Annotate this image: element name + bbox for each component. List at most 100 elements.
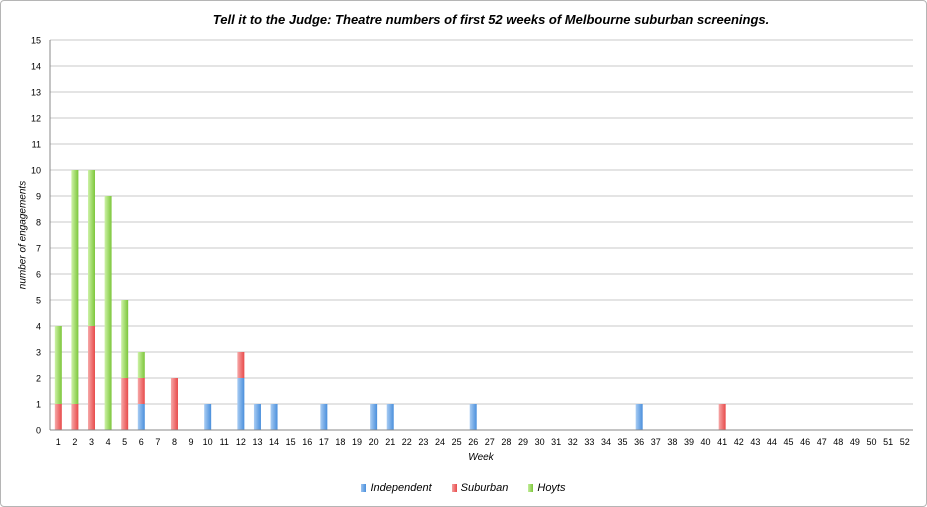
bar-suburban-week-5 (121, 378, 129, 430)
x-tick-label: 27 (485, 437, 495, 447)
bar-hoyts-week-1 (54, 326, 62, 404)
bar-suburban-week-2 (71, 404, 79, 430)
y-tick-label: 15 (31, 36, 41, 46)
bar-independent-week-6 (137, 404, 145, 430)
x-tick-label: 23 (418, 437, 428, 447)
y-tick-label: 8 (36, 218, 41, 228)
y-tick-label: 5 (36, 296, 41, 306)
bar-suburban-week-1 (54, 404, 62, 430)
chart-title: Tell it to the Judge: Theatre numbers of… (212, 12, 770, 27)
x-tick-label: 15 (286, 437, 296, 447)
x-tick-label: 44 (767, 437, 777, 447)
bar-independent-week-10 (204, 404, 212, 430)
x-tick-label: 1 (56, 437, 61, 447)
y-tick-label: 7 (36, 244, 41, 254)
x-tick-label: 11 (220, 437, 229, 447)
bar-hoyts-week-3 (87, 170, 95, 326)
bar-independent-week-13 (253, 404, 261, 430)
y-tick-label: 9 (36, 192, 41, 202)
y-tick-label: 10 (31, 166, 41, 176)
x-tick-label: 24 (435, 437, 445, 447)
legend-swatch-independent (361, 484, 367, 492)
x-tick-label: 41 (717, 437, 727, 447)
axes (49, 40, 913, 431)
x-tick-label: 21 (385, 437, 395, 447)
bar-hoyts-week-4 (104, 196, 112, 430)
x-tick-label: 47 (817, 437, 827, 447)
bar-suburban-week-3 (87, 326, 95, 430)
bar-independent-week-17 (320, 404, 328, 430)
x-tick-label: 9 (189, 437, 194, 447)
x-tick-label: 50 (867, 437, 877, 447)
bar-independent-week-26 (469, 404, 477, 430)
x-tick-label: 7 (155, 437, 160, 447)
bar-independent-week-14 (270, 404, 278, 430)
x-tick-label: 40 (701, 437, 711, 447)
x-tick-label: 18 (335, 437, 345, 447)
legend-label-independent: Independent (370, 482, 432, 494)
x-tick-label: 8 (172, 437, 177, 447)
x-tick-label: 28 (501, 437, 511, 447)
bar-hoyts-week-5 (121, 300, 129, 378)
x-tick-label: 17 (319, 437, 329, 447)
x-tick-label: 5 (122, 437, 127, 447)
y-tick-label: 1 (36, 400, 41, 410)
x-tick-label: 33 (584, 437, 594, 447)
x-tick-label: 10 (203, 437, 213, 447)
x-tick-label: 13 (252, 437, 262, 447)
x-tick-label: 38 (667, 437, 677, 447)
bar-independent-week-21 (386, 404, 394, 430)
x-tick-label: 19 (352, 437, 362, 447)
y-tick-label: 13 (31, 88, 41, 98)
x-tick-label: 30 (535, 437, 545, 447)
bar-independent-week-12 (237, 378, 245, 430)
x-tick-label: 49 (850, 437, 860, 447)
x-tick-label: 25 (452, 437, 462, 447)
y-tick-label: 11 (32, 140, 41, 150)
x-tick-label: 20 (369, 437, 379, 447)
x-tick-label: 4 (106, 437, 111, 447)
x-tick-label: 42 (734, 437, 744, 447)
y-tick-label: 12 (31, 114, 41, 124)
bar-suburban-week-12 (237, 352, 245, 378)
bar-suburban-week-41 (718, 404, 726, 430)
x-tick-label: 6 (139, 437, 144, 447)
bars (54, 170, 726, 430)
x-tick-label: 51 (883, 437, 893, 447)
x-tick-label: 29 (518, 437, 528, 447)
y-tick-label: 0 (36, 426, 41, 436)
bar-hoyts-week-2 (71, 170, 79, 404)
x-tick-label: 46 (800, 437, 810, 447)
legend-item-hoyts: Hoyts (528, 482, 566, 494)
x-tick-label: 3 (89, 437, 94, 447)
x-tick-label: 45 (784, 437, 794, 447)
legend-item-suburban: Suburban (451, 482, 509, 494)
x-tick-label: 43 (750, 437, 760, 447)
legend-swatch-hoyts (528, 484, 534, 492)
x-axis-label: Week (468, 452, 494, 463)
y-tick-label: 3 (36, 348, 41, 358)
x-tick-label: 22 (402, 437, 412, 447)
x-tick-label: 16 (302, 437, 312, 447)
legend-label-suburban: Suburban (460, 482, 509, 494)
bar-hoyts-week-6 (137, 352, 145, 378)
grid-lines (50, 39, 913, 405)
x-tick-label: 35 (618, 437, 628, 447)
x-tick-label: 34 (601, 437, 611, 447)
y-tick-label: 6 (36, 270, 41, 280)
x-tick-label: 12 (236, 437, 246, 447)
legend: Independent Suburban Hoyts (0, 482, 927, 494)
y-tick-label: 14 (31, 62, 41, 72)
legend-label-hoyts: Hoyts (537, 482, 566, 494)
x-tick-label: 37 (651, 437, 661, 447)
legend-item-independent: Independent (361, 482, 432, 494)
x-tick-label: 26 (468, 437, 478, 447)
y-tick-label: 2 (36, 374, 41, 384)
x-tick-label: 31 (551, 437, 561, 447)
bar-suburban-week-6 (137, 378, 145, 404)
x-tick-label: 2 (72, 437, 77, 447)
bar-independent-week-36 (635, 404, 643, 430)
